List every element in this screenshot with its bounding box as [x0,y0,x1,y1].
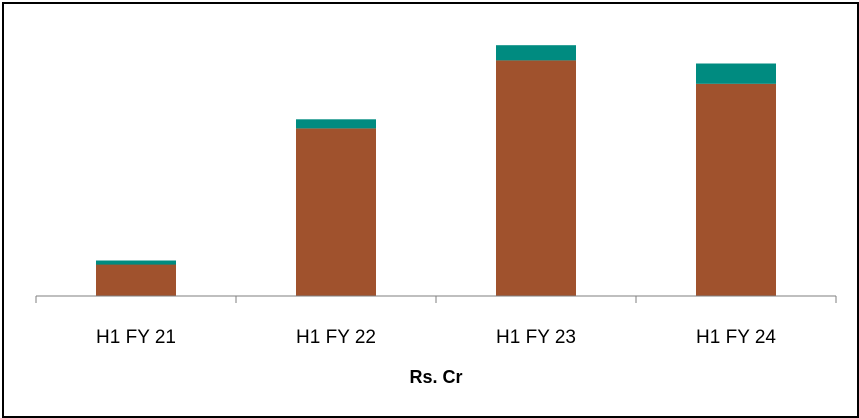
bar-segment-series-1-h1-fy-21 [96,264,176,296]
x-axis-ticks [35,296,837,303]
bar-segment-series-2-h1-fy-21 [96,260,176,265]
bars-layer [96,45,776,297]
bar-segment-series-1-h1-fy-22 [296,128,376,296]
x-axis-title: Rs. Cr [409,367,462,387]
x-tick-label: H1 FY 21 [96,327,176,348]
x-tick-label: H1 FY 24 [696,327,776,348]
bar-segment-series-2-h1-fy-24 [696,63,776,84]
bar-segment-series-2-h1-fy-22 [296,119,376,129]
x-tick-label: H1 FY 22 [296,327,376,348]
x-tick-label: H1 FY 23 [496,327,576,348]
bar-segment-series-1-h1-fy-24 [696,83,776,296]
bar-segment-series-1-h1-fy-23 [496,60,576,297]
stacked-bar-chart: H1 FY 21 H1 FY 22 H1 FY 23 H1 FY 24 Rs. Cr [35,45,837,387]
bar-segment-series-2-h1-fy-23 [496,45,576,61]
x-tick-labels: H1 FY 21 H1 FY 22 H1 FY 23 H1 FY 24 [96,327,776,348]
